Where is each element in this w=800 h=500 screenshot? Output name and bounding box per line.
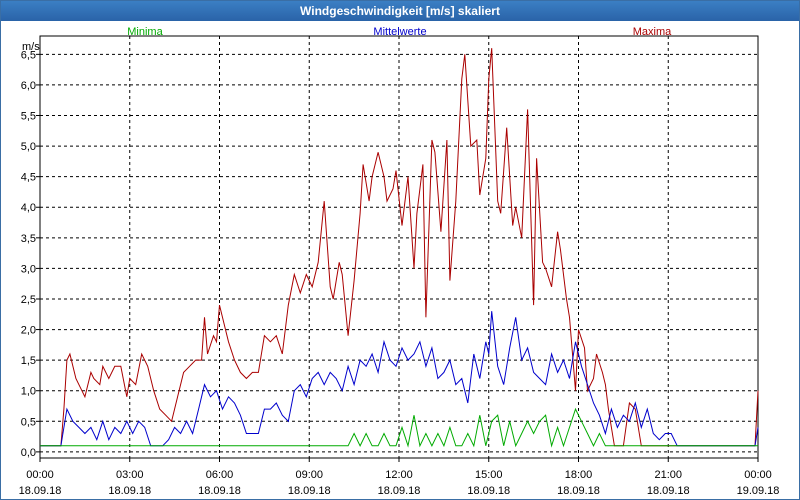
x-tick-date-label: 18.09.18: [647, 485, 690, 497]
x-tick-date-label: 18.09.18: [378, 485, 421, 497]
grid: [40, 36, 758, 458]
x-tick-time-label: 09:00: [295, 469, 323, 481]
series-line-minima: [40, 407, 758, 448]
x-tick-date-label: 18.09.18: [288, 485, 331, 497]
y-tick-label: 4,5: [21, 172, 36, 184]
series-line-maxima: [40, 48, 759, 447]
legend-minima: Minima: [127, 26, 163, 38]
y-tick-label: 1,5: [21, 355, 36, 367]
y-tick-label: 3,5: [21, 233, 36, 245]
series-line-mittelwerte: [40, 311, 759, 447]
y-tick-label: 0,0: [21, 447, 36, 459]
x-tick-date-label: 19.09.18: [737, 485, 780, 497]
x-tick-date-label: 18.09.18: [467, 485, 510, 497]
x-tick-time-label: 21:00: [654, 469, 682, 481]
y-axis: 0,0 0,5 1,0 1,5 2,0 2,5 3,0 3,5 4,0 4,5 5,0 5,5 6,0 6…: [21, 49, 40, 459]
x-tick-date-label: 18.09.18: [108, 485, 151, 497]
x-tick-date-label: 18.09.18: [557, 485, 600, 497]
y-tick-label: 2,5: [21, 294, 36, 306]
series-group: [40, 48, 759, 448]
x-tick-date-label: 18.09.18: [19, 485, 62, 497]
x-tick-time-label: 15:00: [475, 469, 503, 481]
x-tick-time-label: 03:00: [116, 469, 144, 481]
x-tick-time-label: 00:00: [744, 469, 772, 481]
x-tick-date-label: 18.09.18: [198, 485, 241, 497]
y-tick-label: 5,5: [21, 111, 36, 123]
x-axis: 00:00 18.09.18 03:00 18.09.18 06:00 18.09.18 0…: [19, 458, 780, 497]
y-tick-label: 2,0: [21, 325, 36, 337]
y-tick-label: 4,0: [21, 202, 36, 214]
y-tick-label: 6,0: [21, 80, 36, 92]
legend-mittelwerte: Mittelwerte: [373, 26, 426, 38]
x-tick-time-label: 12:00: [385, 469, 413, 481]
y-tick-label: 1,0: [21, 386, 36, 398]
x-tick-time-label: 00:00: [26, 469, 54, 481]
x-tick-time-label: 06:00: [206, 469, 234, 481]
y-axis-label: m/s: [22, 41, 40, 53]
y-tick-label: 6,5: [21, 49, 36, 61]
window-title: Windgeschwindigkeit [m/s] skaliert: [1, 1, 799, 21]
legend-maxima: Maxima: [633, 26, 672, 38]
x-tick-time-label: 18:00: [565, 469, 593, 481]
y-tick-label: 5,0: [21, 141, 36, 153]
y-tick-label: 0,5: [21, 416, 36, 428]
y-tick-label: 3,0: [21, 263, 36, 275]
